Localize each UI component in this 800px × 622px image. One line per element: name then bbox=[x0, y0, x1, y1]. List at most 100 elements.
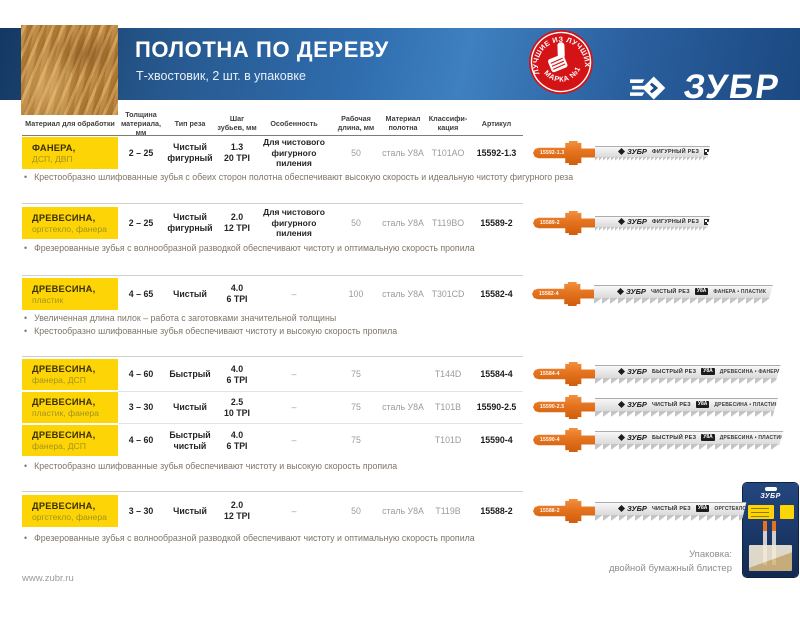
col-header-sku: Артикул bbox=[481, 118, 512, 128]
col-header-blade-material: Материал полотна bbox=[385, 114, 421, 132]
site-url-link[interactable]: www.zubr.ru bbox=[22, 573, 74, 584]
classification-cell: T101AO bbox=[431, 147, 465, 158]
feature-cell: – bbox=[291, 402, 297, 412]
pitch-cell: 1.3 20 TPI bbox=[224, 142, 250, 163]
packaging-label: Упаковка: bbox=[689, 549, 732, 560]
blade-steel-badge: У8А bbox=[695, 401, 710, 408]
packaging-note: Упаковка: двойной бумажный блистер bbox=[532, 548, 732, 576]
pitch-cell: 2.5 10 TPI bbox=[224, 396, 250, 418]
thickness-cell: 3 – 30 bbox=[128, 402, 154, 412]
cut-type-cell: Чистый bbox=[173, 288, 207, 299]
classification-cell: T301CD bbox=[431, 288, 465, 299]
blade-shank-sku: 15592-1.3 bbox=[540, 150, 565, 156]
blade-body: ЗУБР БЫСТРЫЙ РЕЗ У8А ДРЕВЕСИНА • ПЛАСТИК bbox=[595, 430, 784, 450]
material-sub: оргстекло, фанера bbox=[32, 223, 107, 234]
blade-shank: 15588-2 bbox=[533, 499, 595, 523]
length-cell: 50 bbox=[351, 505, 361, 516]
length-cell: 75 bbox=[351, 369, 361, 379]
feature-cell: – bbox=[291, 369, 297, 379]
blade-shank-sku: 15588-2 bbox=[540, 508, 560, 514]
feature-cell: – bbox=[291, 505, 297, 516]
header-divider bbox=[22, 135, 523, 136]
feature-cell: – bbox=[291, 435, 297, 445]
material-name: ДРЕВЕСИНА, bbox=[32, 430, 96, 440]
material-name: ДРЕВЕСИНА, bbox=[32, 212, 96, 223]
length-cell: 50 bbox=[351, 217, 361, 228]
blade-body: ЗУБР ЧИСТЫЙ РЕЗ У8А ДРЕВЕСИНА • ПЛАСТИК bbox=[595, 397, 779, 417]
blade-brand-logo: ЗУБР bbox=[619, 217, 647, 226]
sku-cell: 15590-2.5 bbox=[476, 402, 517, 412]
blade-image: 15582-4 ЗУБР ЧИСТЫЙ РЕЗ У8А ФАНЕРА • ПЛА… bbox=[532, 281, 773, 307]
blade-brand-logo: ЗУБР bbox=[619, 433, 647, 442]
row-note: Увеличенная длина пилок – работа с загот… bbox=[24, 313, 336, 323]
feature-cell: Для чистового фигурного пиления bbox=[263, 137, 325, 169]
thickness-cell: 2 – 25 bbox=[128, 217, 154, 228]
package-corner-label bbox=[780, 505, 794, 519]
header-banner: ПОЛОТНА ПО ДЕРЕВУ Т-хвостовик, 2 шт. в у… bbox=[0, 28, 800, 115]
sku-cell: 15582-4 bbox=[480, 288, 513, 299]
row-note: Крестообразно шлифованные зубья обеспечи… bbox=[24, 326, 397, 336]
blade-brand-logo: ЗУБР bbox=[619, 504, 647, 513]
pitch-cell: 4.0 6 TPI bbox=[226, 429, 248, 451]
blade-shank-sku: 15589-2 bbox=[540, 220, 560, 226]
blade-shank-sku: 15590-2.5 bbox=[540, 404, 565, 410]
blade-cut-label: ЧИСТЫЙ РЕЗ bbox=[651, 401, 691, 408]
blade-image: 15590-4 ЗУБР БЫСТРЫЙ РЕЗ У8А ДРЕВЕСИНА •… bbox=[533, 427, 784, 453]
blade-brand-logo: ЗУБР bbox=[619, 400, 647, 409]
col-header-tooth-pitch: Шаг зубьев, мм bbox=[217, 114, 257, 132]
blade-shank-sku: 15584-4 bbox=[540, 371, 560, 377]
feature-cell: – bbox=[291, 288, 297, 299]
classification-cell: T119B bbox=[435, 505, 461, 516]
material-sub: пластик bbox=[32, 294, 64, 305]
thickness-cell: 4 – 60 bbox=[128, 435, 154, 445]
thickness-cell: 4 – 65 bbox=[128, 288, 154, 299]
steel-cell: сталь У8А bbox=[382, 217, 424, 228]
blade-body: ЗУБР ЧИСТЫЙ РЕЗ У8А ФАНЕРА • ПЛАСТИК bbox=[594, 284, 773, 304]
blade-shank: 15584-4 bbox=[533, 362, 595, 386]
blade-body: ЗУБР ЧИСТЫЙ РЕЗ У8А ОРГСТЕКЛО bbox=[595, 501, 747, 521]
packaging-value: двойной бумажный блистер bbox=[608, 562, 732, 574]
blade-teeth bbox=[595, 156, 711, 161]
material-name: ДРЕВЕСИНА, bbox=[32, 500, 96, 511]
col-header-cut-type: Тип реза bbox=[174, 118, 206, 128]
blade-brand-logo: ЗУБР bbox=[619, 367, 647, 376]
row-note: Крестообразно шлифованные зубья обеспечи… bbox=[24, 461, 397, 471]
brand-text: ЗУБР ПРОФЕССИОНАЛ bbox=[672, 68, 783, 115]
blade-teeth bbox=[595, 410, 779, 417]
material-sub: ДСП, ДВП bbox=[32, 153, 73, 164]
sku-cell: 15592-1.3 bbox=[476, 147, 517, 158]
thickness-cell: 3 – 30 bbox=[128, 505, 154, 516]
steel-cell: сталь У8А bbox=[382, 288, 424, 299]
material-sub: фанера, ДСП bbox=[32, 441, 86, 451]
blade-cut-label: ФИГУРНЫЙ РЕЗ bbox=[651, 148, 700, 155]
material-cell: ДРЕВЕСИНА, пластик, фанера bbox=[22, 392, 118, 423]
sku-cell: 15589-2 bbox=[480, 217, 513, 228]
length-cell: 75 bbox=[351, 402, 361, 412]
blade-materials-label: ДРЕВЕСИНА • ПЛАСТИК bbox=[714, 401, 779, 408]
blade-shank-sku: 15582-4 bbox=[539, 291, 559, 297]
material-sub: пластик, фанера bbox=[32, 408, 99, 418]
blade-teeth bbox=[595, 443, 784, 450]
blade-materials-label: ФАНЕРА • ПЛАСТИК bbox=[713, 288, 767, 295]
blade-cut-label: БЫСТРЫЙ РЕЗ bbox=[651, 368, 697, 375]
package-wood-image bbox=[749, 545, 792, 571]
blade-image: 15589-2 ЗУБР ФИГУРНЫЙ РЕЗ bbox=[533, 210, 711, 236]
material-sub: фанера, ДСП bbox=[32, 375, 86, 385]
blade-shank-sku: 15590-4 bbox=[540, 437, 560, 443]
blade-shank: 15590-4 bbox=[533, 428, 595, 452]
material-cell: ДРЕВЕСИНА, фанера, ДСП bbox=[22, 359, 118, 390]
blade-steel-badge: У8А bbox=[701, 368, 715, 375]
row-divider bbox=[118, 423, 523, 424]
row-note: Фрезерованные зубья с волнообразной разв… bbox=[24, 243, 475, 253]
quality-badge-icon: ЛУЧШИЕ ИЗ ЛУЧШИХ МАРКА №1 bbox=[527, 30, 593, 94]
blade-steel-badge: У8А bbox=[694, 288, 709, 295]
steel-cell-merged: сталь У8А bbox=[382, 402, 424, 412]
checker-icon bbox=[704, 148, 711, 155]
blade-teeth bbox=[594, 297, 773, 304]
material-name: ДРЕВЕСИНА, bbox=[32, 397, 96, 407]
sku-cell: 15584-4 bbox=[480, 369, 513, 379]
band-divider bbox=[22, 356, 523, 357]
wood-sample-image bbox=[21, 25, 118, 115]
sku-cell: 15588-2 bbox=[480, 505, 513, 516]
